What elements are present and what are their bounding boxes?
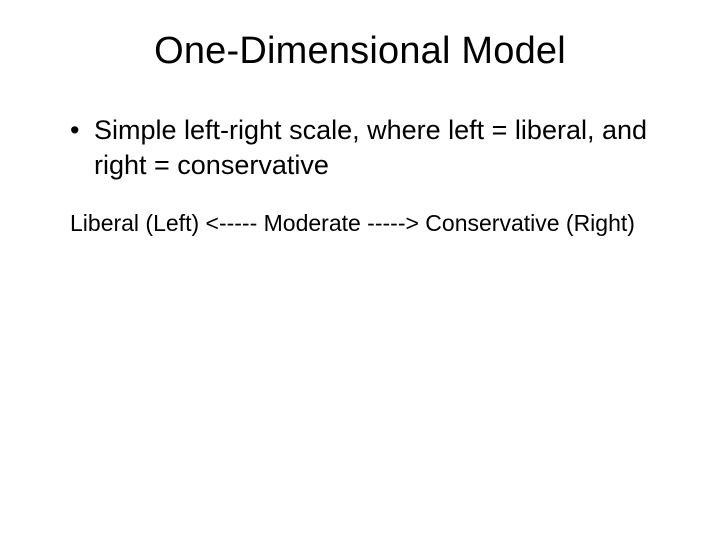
bullet-item: Simple left-right scale, where left = li… bbox=[70, 113, 680, 182]
slide-container: One-Dimensional Model Simple left-right … bbox=[0, 0, 720, 540]
political-scale-line: Liberal (Left) <----- Moderate -----> Co… bbox=[40, 210, 680, 237]
slide-title: One-Dimensional Model bbox=[40, 30, 680, 73]
bullet-list: Simple left-right scale, where left = li… bbox=[40, 113, 680, 182]
